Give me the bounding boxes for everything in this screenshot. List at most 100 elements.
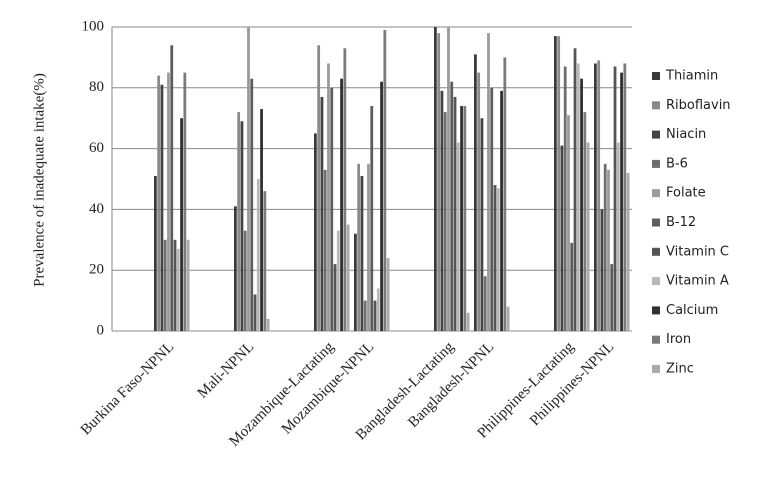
bar — [323, 169, 327, 331]
bar — [490, 87, 494, 331]
bar — [620, 72, 623, 331]
bar — [360, 175, 364, 331]
legend-label: B-12 — [666, 215, 696, 230]
bar — [330, 87, 334, 331]
bar — [463, 106, 467, 331]
bar — [260, 109, 263, 331]
x-tick-label: Mali-NPNL — [195, 339, 258, 402]
y-axis-label: Prevalence of inadequate intake(%) — [31, 73, 47, 287]
bar — [234, 206, 237, 331]
legend-swatch — [652, 247, 660, 256]
bar — [250, 78, 254, 332]
bar — [487, 33, 490, 332]
bar — [346, 224, 350, 331]
bar — [256, 179, 260, 331]
bar — [167, 72, 170, 331]
bar — [474, 54, 477, 332]
bar — [573, 48, 577, 331]
bar — [466, 312, 470, 331]
bar — [580, 78, 583, 332]
bar — [183, 72, 187, 331]
bar — [563, 66, 567, 332]
bar — [343, 48, 347, 331]
bar — [237, 112, 241, 332]
bar — [176, 248, 180, 331]
legend-swatch — [652, 277, 660, 286]
bar — [383, 30, 387, 331]
bar — [163, 239, 167, 331]
bar — [626, 172, 630, 331]
bar — [376, 288, 380, 331]
bar — [320, 96, 324, 331]
bar — [456, 142, 460, 331]
bar — [443, 112, 447, 332]
bar — [333, 264, 337, 331]
bar — [386, 258, 390, 331]
legend-label: Vitamin C — [666, 244, 729, 259]
bar — [600, 209, 604, 331]
bar — [253, 294, 257, 331]
bar — [560, 145, 564, 331]
legend-label: Folate — [666, 186, 706, 201]
legend-label: Zinc — [666, 362, 694, 377]
legend-swatch — [652, 159, 660, 168]
bar — [243, 230, 247, 331]
legend-swatch — [652, 101, 660, 110]
bar — [496, 188, 500, 331]
bar — [453, 96, 457, 331]
bar — [314, 133, 317, 331]
legend-swatch — [652, 218, 660, 227]
bar — [447, 27, 450, 331]
bar — [616, 142, 620, 331]
bar — [477, 72, 481, 331]
bar — [480, 118, 484, 331]
bar — [503, 57, 507, 332]
y-tick-label: 40 — [89, 201, 104, 217]
bar — [157, 75, 161, 331]
y-tick-label: 60 — [89, 140, 104, 156]
bar — [367, 163, 370, 331]
legend-swatch — [652, 189, 660, 198]
bar — [554, 36, 557, 332]
bar — [483, 276, 487, 331]
bar — [557, 36, 561, 332]
bar — [460, 106, 463, 331]
bar — [154, 175, 157, 331]
legend-label: Riboflavin — [666, 98, 731, 113]
bar — [170, 45, 174, 332]
legend-swatch — [652, 365, 660, 373]
bar — [247, 27, 250, 331]
bar — [363, 300, 367, 331]
bar — [597, 60, 601, 331]
bar — [380, 81, 383, 331]
bar — [336, 230, 340, 331]
bar — [180, 118, 183, 331]
bar — [160, 84, 164, 331]
bar — [370, 106, 374, 331]
legend-label: Thiamin — [665, 69, 718, 84]
bar — [263, 191, 267, 331]
bar — [434, 27, 437, 331]
bar — [327, 63, 330, 331]
bar — [570, 242, 574, 331]
legend-label: Calcium — [666, 303, 718, 318]
legend-swatch — [652, 335, 660, 344]
y-tick-label: 0 — [97, 322, 105, 338]
bar — [583, 112, 587, 332]
bar — [186, 239, 190, 331]
legend-label: Niacin — [666, 127, 706, 142]
bar — [607, 169, 610, 331]
bar — [610, 264, 614, 331]
bar — [613, 66, 617, 332]
bar — [576, 63, 580, 331]
y-tick-label: 80 — [89, 79, 104, 95]
bar — [317, 45, 321, 332]
bar — [594, 63, 597, 331]
legend-label: B-6 — [666, 156, 688, 171]
legend-label: Vitamin A — [666, 274, 729, 289]
legend-swatch — [652, 72, 660, 80]
bar — [357, 163, 361, 331]
y-tick-label: 20 — [89, 262, 104, 278]
